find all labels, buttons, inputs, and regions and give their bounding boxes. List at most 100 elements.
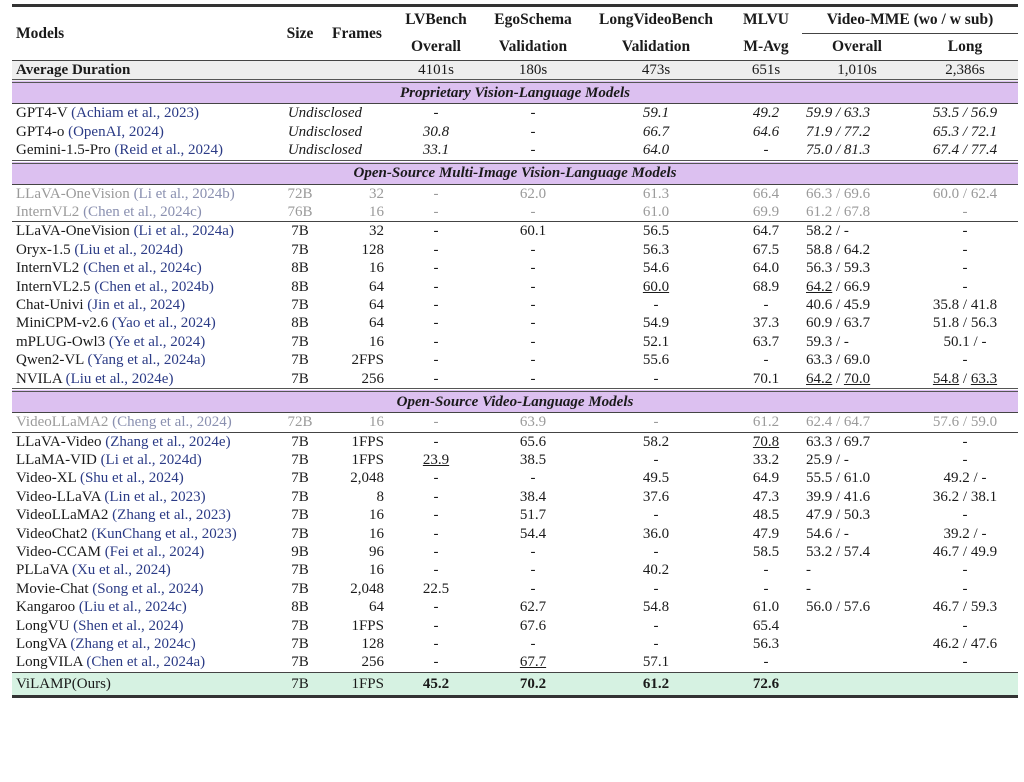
citation-link[interactable]: (Ye et al., 2024) <box>108 333 206 350</box>
slash-separator: / <box>832 142 844 159</box>
citation-link[interactable]: (Song et al., 2024) <box>92 580 204 597</box>
size-cell-text: 8B <box>291 315 309 332</box>
citation-link[interactable]: (Chen et al., 2024b) <box>94 278 214 295</box>
videomme-overall-cell: 53.2 / 57.4 <box>802 543 912 561</box>
frames-cell-text: 2,048 <box>350 470 384 487</box>
citation-link[interactable]: (Liu et al., 2024e) <box>65 370 174 387</box>
size-cell-text: 8B <box>291 260 309 277</box>
mlvu-cell-text: 70.8 <box>752 433 780 450</box>
table-row: LLaVA-OneVision (Li et al., 2024a) 7B 32 - 6… <box>12 221 1019 241</box>
mlvu-cell: 37.3 <box>730 314 802 332</box>
table-row: LLaVA-Video (Zhang et al., 2024e) 7B 1FPS -… <box>12 431 1019 451</box>
size-cell: Undisclosed <box>274 123 388 141</box>
egoschema-cell: - <box>484 351 582 369</box>
frames-cell: 1FPS <box>326 671 388 697</box>
mlvu-cell: 56.3 <box>730 635 802 653</box>
frames-cell: 128 <box>326 635 388 653</box>
citation-link[interactable]: (Shen et al., 2024) <box>73 617 184 634</box>
videomme-long-cell-w-sub: 77.4 <box>970 142 998 159</box>
videomme-overall-cell-w-sub: 69.7 <box>843 433 871 450</box>
videomme-long-cell-wo-sub: 39.2 <box>943 525 970 542</box>
longvideobench-cell-text: 54.9 <box>642 315 670 332</box>
longvideobench-cell: 54.6 <box>582 259 730 277</box>
model-name: LongVILA (Chen et al., 2024a) <box>12 653 274 672</box>
table-row: Kangaroo (Liu et al., 2024c) 8B 64 - 62.7 54.… <box>12 598 1018 616</box>
lvbench-cell: - <box>388 412 484 432</box>
citation-link[interactable]: (Li et al., 2024b) <box>133 185 235 202</box>
videomme-overall-cell: - <box>802 580 912 598</box>
citation-link[interactable]: (Chen et al., 2024a) <box>86 654 206 671</box>
videomme-overall-cell: 47.9 / 50.3 <box>802 506 912 524</box>
longvideobench-cell-text: 56.3 <box>642 241 670 258</box>
mlvu-cell-text: 63.7 <box>752 333 780 350</box>
frames-cell: 16 <box>326 203 388 222</box>
citation-link[interactable]: (Liu et al., 2024c) <box>78 599 187 616</box>
citation-link[interactable]: (Cheng et al., 2024) <box>112 414 232 431</box>
size-cell: 7B <box>274 635 326 653</box>
frames-cell-text: 1FPS <box>351 433 384 450</box>
frames-cell-text: 16 <box>369 333 384 350</box>
header-mlvu: MLVU <box>743 11 789 29</box>
size-cell-text: 7B <box>291 333 309 350</box>
citation-link[interactable]: (Fei et al., 2024) <box>104 543 205 560</box>
citation-link[interactable]: (Chen et al., 2024c) <box>83 260 202 277</box>
size-cell-text: 7B <box>291 635 309 652</box>
citation-link[interactable]: (Shu et al., 2024) <box>79 470 184 487</box>
citation-link[interactable]: (OpenAI, 2024) <box>68 123 164 140</box>
videomme-long-cell: - <box>912 259 1018 277</box>
longvideobench-cell: 56.3 <box>582 241 730 259</box>
videomme-overall-cell-w-sub: 45.9 <box>843 297 871 314</box>
citation-link[interactable]: (Zhang et al., 2023) <box>112 507 231 524</box>
videomme-overall-cell: 61.2 / 67.8 <box>802 203 912 222</box>
model-label: InternVL2 <box>16 260 80 277</box>
citation-link[interactable]: (Zhang et al., 2024c) <box>70 635 196 652</box>
citation-link[interactable]: (Chen et al., 2024c) <box>83 204 202 221</box>
mlvu-cell: 65.4 <box>730 617 802 635</box>
size-cell-text: Undisclosed <box>287 105 362 122</box>
videomme-overall-cell-wo-sub: 54.6 <box>806 525 833 542</box>
videomme-long-cell: - <box>912 653 1018 672</box>
egoschema-cell: 38.4 <box>484 488 582 506</box>
citation-link[interactable]: (Xu et al., 2024) <box>71 562 171 579</box>
lvbench-cell: - <box>388 183 484 204</box>
mlvu-cell-text: 48.5 <box>752 507 780 524</box>
mlvu-cell: 68.9 <box>730 278 802 296</box>
videomme-overall-cell-wo-sub: 55.5 <box>806 470 833 487</box>
size-cell-text: 7B <box>291 617 309 634</box>
citation-link[interactable]: (KunChang et al., 2023) <box>91 525 237 542</box>
egoschema-cell-text: 51.7 <box>519 507 547 524</box>
size-cell-text: 7B <box>291 297 309 314</box>
videomme-long-cell: - <box>912 203 1018 222</box>
egoschema-cell-text: - <box>530 470 536 487</box>
videomme-long-cell-w-sub: 56.3 <box>970 315 998 332</box>
citation-link[interactable]: (Yang et al., 2024a) <box>87 352 206 369</box>
longvideobench-cell-text: 59.1 <box>642 105 670 122</box>
mlvu-cell-text: - <box>763 580 769 597</box>
size-cell: 7B <box>274 221 326 241</box>
egoschema-cell-text: - <box>530 204 536 221</box>
videomme-overall-cell-wo-sub: 75.0 <box>806 142 833 159</box>
videomme-overall-cell-wo-sub: 66.3 <box>806 185 833 202</box>
citation-link[interactable]: (Lin et al., 2023) <box>104 488 206 505</box>
citation-link[interactable]: (Li et al., 2024d) <box>100 451 202 468</box>
model-label: LongVA <box>16 635 67 652</box>
model-name: Video-CCAM (Fei et al., 2024) <box>12 543 274 561</box>
videomme-long-cell-wo-sub: 36.2 <box>932 488 960 505</box>
citation-link[interactable]: (Liu et al., 2024d) <box>74 241 184 258</box>
citation-link[interactable]: (Yao et al., 2024) <box>111 315 216 332</box>
mlvu-cell: 72.6 <box>730 671 802 697</box>
citation-link[interactable]: (Jin et al., 2024) <box>87 297 186 314</box>
frames-cell: 2,048 <box>326 469 388 487</box>
model-label: Video-CCAM <box>16 543 101 560</box>
egoschema-cell-text: - <box>530 333 536 350</box>
frames-cell-text: 96 <box>369 543 384 560</box>
videomme-overall-cell-text: - <box>806 562 811 579</box>
results-table: Models Size Frames LVBench EgoSchema Lon… <box>12 4 1019 698</box>
citation-link[interactable]: (Li et al., 2024a) <box>133 223 234 240</box>
lvbench-cell-text: - <box>433 635 439 652</box>
citation-link[interactable]: (Achiam et al., 2023) <box>71 105 200 122</box>
citation-link[interactable]: (Reid et al., 2024) <box>114 142 224 159</box>
citation-link[interactable]: (Zhang et al., 2024e) <box>105 433 231 450</box>
longvideobench-cell: 52.1 <box>582 333 730 351</box>
size-cell: 8B <box>274 598 326 616</box>
